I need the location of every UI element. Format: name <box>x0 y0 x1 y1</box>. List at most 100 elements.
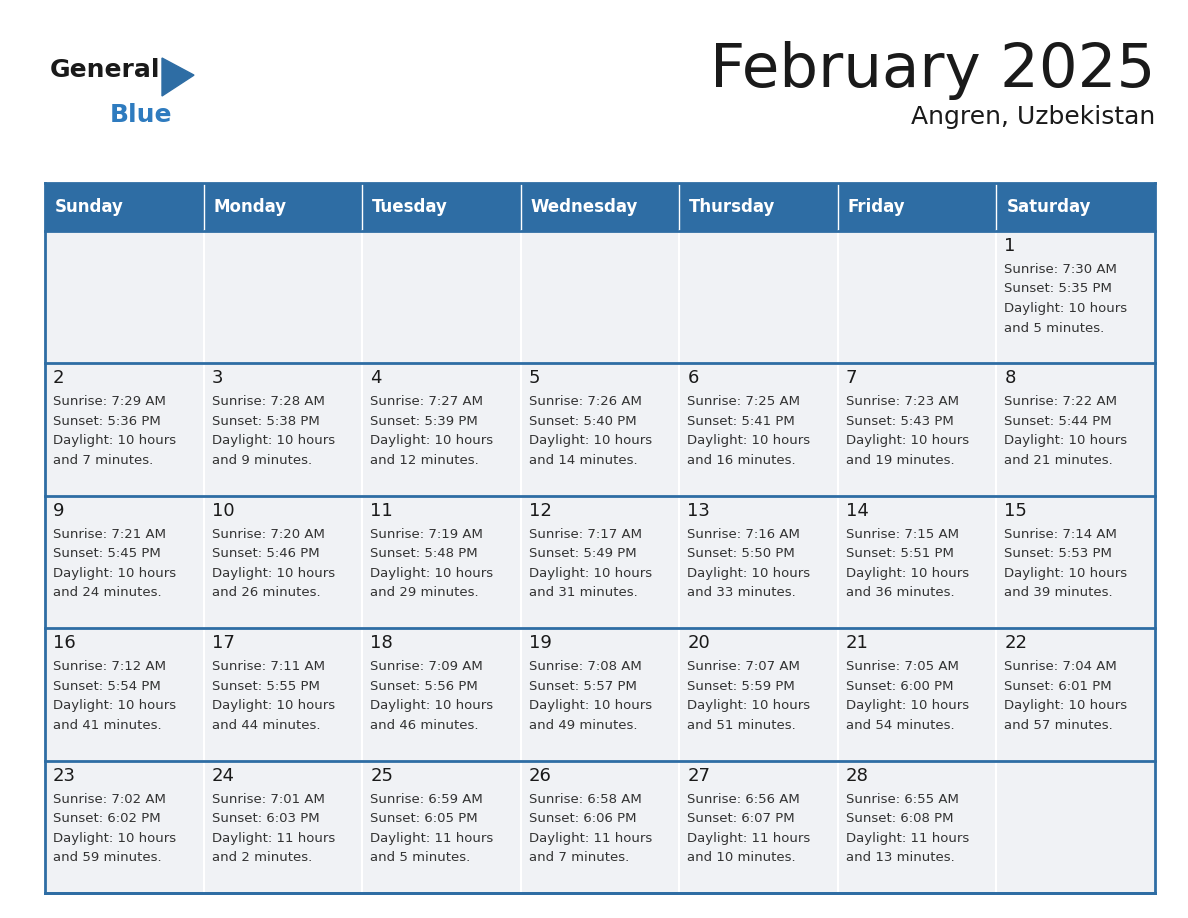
Polygon shape <box>162 58 194 96</box>
Text: Daylight: 10 hours: Daylight: 10 hours <box>529 434 652 447</box>
Text: Sunrise: 7:25 AM: Sunrise: 7:25 AM <box>688 396 801 409</box>
Text: Sunset: 6:00 PM: Sunset: 6:00 PM <box>846 679 953 693</box>
Text: Sunset: 6:02 PM: Sunset: 6:02 PM <box>53 812 160 825</box>
Bar <box>997 628 1155 761</box>
Text: Angren, Uzbekistan: Angren, Uzbekistan <box>911 105 1155 129</box>
Text: Saturday: Saturday <box>1006 198 1091 216</box>
Text: and 41 minutes.: and 41 minutes. <box>53 719 162 732</box>
Text: Daylight: 10 hours: Daylight: 10 hours <box>53 566 176 580</box>
Text: Sunset: 6:07 PM: Sunset: 6:07 PM <box>688 812 795 825</box>
Bar <box>838 364 997 496</box>
Text: and 51 minutes.: and 51 minutes. <box>688 719 796 732</box>
Text: Daylight: 10 hours: Daylight: 10 hours <box>1004 566 1127 580</box>
Text: Daylight: 11 hours: Daylight: 11 hours <box>688 832 810 845</box>
Text: and 57 minutes.: and 57 minutes. <box>1004 719 1113 732</box>
Text: Sunrise: 6:55 AM: Sunrise: 6:55 AM <box>846 792 959 806</box>
Text: and 44 minutes.: and 44 minutes. <box>211 719 320 732</box>
Text: Sunrise: 6:58 AM: Sunrise: 6:58 AM <box>529 792 642 806</box>
Text: Sunset: 5:43 PM: Sunset: 5:43 PM <box>846 415 954 428</box>
Text: and 31 minutes.: and 31 minutes. <box>529 587 638 599</box>
Text: 11: 11 <box>371 502 393 520</box>
Text: Daylight: 11 hours: Daylight: 11 hours <box>211 832 335 845</box>
Text: Sunset: 5:41 PM: Sunset: 5:41 PM <box>688 415 795 428</box>
Text: 5: 5 <box>529 369 541 387</box>
Bar <box>45 496 203 628</box>
Text: and 39 minutes.: and 39 minutes. <box>1004 587 1113 599</box>
Text: 28: 28 <box>846 767 868 785</box>
Text: Sunrise: 7:23 AM: Sunrise: 7:23 AM <box>846 396 959 409</box>
Text: and 36 minutes.: and 36 minutes. <box>846 587 954 599</box>
Text: Sunrise: 7:30 AM: Sunrise: 7:30 AM <box>1004 263 1117 276</box>
Text: 19: 19 <box>529 634 551 652</box>
Text: Sunrise: 7:17 AM: Sunrise: 7:17 AM <box>529 528 642 541</box>
Bar <box>520 231 680 364</box>
Text: Sunset: 5:53 PM: Sunset: 5:53 PM <box>1004 547 1112 560</box>
Text: and 19 minutes.: and 19 minutes. <box>846 453 954 467</box>
Text: Sunrise: 7:07 AM: Sunrise: 7:07 AM <box>688 660 801 673</box>
Bar <box>680 496 838 628</box>
Text: Daylight: 10 hours: Daylight: 10 hours <box>53 700 176 712</box>
Text: Sunrise: 7:28 AM: Sunrise: 7:28 AM <box>211 396 324 409</box>
Bar <box>680 364 838 496</box>
Text: Sunset: 5:38 PM: Sunset: 5:38 PM <box>211 415 320 428</box>
Text: Sunrise: 7:22 AM: Sunrise: 7:22 AM <box>1004 396 1118 409</box>
Text: Sunset: 5:45 PM: Sunset: 5:45 PM <box>53 547 160 560</box>
Text: and 5 minutes.: and 5 minutes. <box>371 851 470 864</box>
Text: Daylight: 10 hours: Daylight: 10 hours <box>211 700 335 712</box>
Text: Sunday: Sunday <box>55 198 124 216</box>
Text: Sunset: 6:08 PM: Sunset: 6:08 PM <box>846 812 953 825</box>
Bar <box>203 496 362 628</box>
Text: 12: 12 <box>529 502 551 520</box>
Text: and 29 minutes.: and 29 minutes. <box>371 587 479 599</box>
Text: 16: 16 <box>53 634 76 652</box>
Text: Sunrise: 7:02 AM: Sunrise: 7:02 AM <box>53 792 166 806</box>
Text: Sunset: 5:56 PM: Sunset: 5:56 PM <box>371 679 478 693</box>
Text: Sunset: 5:59 PM: Sunset: 5:59 PM <box>688 679 795 693</box>
Text: Daylight: 10 hours: Daylight: 10 hours <box>211 566 335 580</box>
Text: 21: 21 <box>846 634 868 652</box>
Text: Sunset: 5:46 PM: Sunset: 5:46 PM <box>211 547 320 560</box>
Text: and 9 minutes.: and 9 minutes. <box>211 453 311 467</box>
Text: Sunrise: 7:16 AM: Sunrise: 7:16 AM <box>688 528 801 541</box>
Text: Daylight: 10 hours: Daylight: 10 hours <box>1004 700 1127 712</box>
Text: and 46 minutes.: and 46 minutes. <box>371 719 479 732</box>
Bar <box>520 761 680 893</box>
Bar <box>362 496 520 628</box>
Text: Daylight: 10 hours: Daylight: 10 hours <box>53 434 176 447</box>
Text: 17: 17 <box>211 634 234 652</box>
Text: and 5 minutes.: and 5 minutes. <box>1004 321 1105 334</box>
Text: Sunset: 5:36 PM: Sunset: 5:36 PM <box>53 415 160 428</box>
Text: Sunrise: 7:01 AM: Sunrise: 7:01 AM <box>211 792 324 806</box>
Text: Sunset: 5:44 PM: Sunset: 5:44 PM <box>1004 415 1112 428</box>
Text: Daylight: 11 hours: Daylight: 11 hours <box>371 832 493 845</box>
Text: Daylight: 10 hours: Daylight: 10 hours <box>1004 302 1127 315</box>
Text: Daylight: 10 hours: Daylight: 10 hours <box>846 700 969 712</box>
Bar <box>838 231 997 364</box>
Bar <box>680 231 838 364</box>
Text: 25: 25 <box>371 767 393 785</box>
Text: 7: 7 <box>846 369 858 387</box>
Text: Sunrise: 7:27 AM: Sunrise: 7:27 AM <box>371 396 484 409</box>
Text: and 14 minutes.: and 14 minutes. <box>529 453 637 467</box>
Text: and 13 minutes.: and 13 minutes. <box>846 851 955 864</box>
Text: and 24 minutes.: and 24 minutes. <box>53 587 162 599</box>
Text: Sunrise: 6:59 AM: Sunrise: 6:59 AM <box>371 792 482 806</box>
Text: Tuesday: Tuesday <box>372 198 448 216</box>
Text: 2: 2 <box>53 369 64 387</box>
Text: Sunrise: 7:29 AM: Sunrise: 7:29 AM <box>53 396 166 409</box>
Bar <box>997 496 1155 628</box>
Bar <box>997 231 1155 364</box>
Text: and 16 minutes.: and 16 minutes. <box>688 453 796 467</box>
Text: Daylight: 10 hours: Daylight: 10 hours <box>688 566 810 580</box>
Text: Daylight: 10 hours: Daylight: 10 hours <box>688 434 810 447</box>
Text: Sunrise: 7:08 AM: Sunrise: 7:08 AM <box>529 660 642 673</box>
Text: Sunrise: 7:20 AM: Sunrise: 7:20 AM <box>211 528 324 541</box>
Text: and 21 minutes.: and 21 minutes. <box>1004 453 1113 467</box>
Text: General: General <box>50 58 160 82</box>
Bar <box>838 761 997 893</box>
Text: Daylight: 10 hours: Daylight: 10 hours <box>371 434 493 447</box>
Text: and 12 minutes.: and 12 minutes. <box>371 453 479 467</box>
Bar <box>997 364 1155 496</box>
Bar <box>203 231 362 364</box>
Text: 18: 18 <box>371 634 393 652</box>
